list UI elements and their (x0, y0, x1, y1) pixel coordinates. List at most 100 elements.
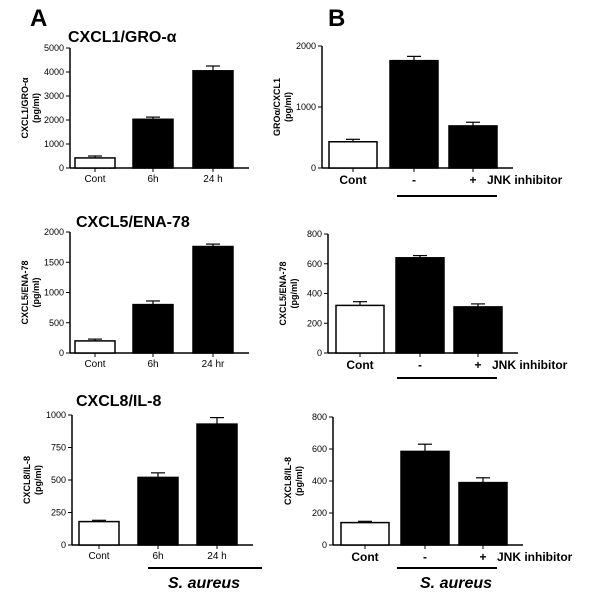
y-axis-label-line: CXCL5/ENA-78 (278, 261, 288, 325)
x-category-label: 24 h (203, 174, 222, 185)
chart-cxcl1-time-course: 0 1000 2000 3000 4000 5000 Cont 6h 24 h CXCL1/GRO… (20, 29, 249, 185)
x-category-label: Cont (346, 358, 373, 372)
y-axis-label: CXCL1/GRO-α(pg/ml) (20, 77, 41, 139)
y-tick-label: 500 (49, 318, 64, 328)
y-axis-label-line: (pg/ml) (294, 466, 304, 496)
bar (395, 257, 445, 354)
y-axis-label-line: (pg/ml) (33, 465, 43, 495)
y-tick-label: 500 (51, 475, 66, 485)
y-tick-label: 1500 (44, 257, 64, 267)
y-tick-label: 3000 (44, 91, 64, 101)
y-tick-label: 800 (307, 229, 322, 239)
y-tick-label: 1000 (44, 288, 64, 298)
y-axis-label-line: CXCL5/ENA-78 (20, 260, 30, 324)
y-axis-label: CXCL8/IL-8(pg/ml) (283, 457, 304, 505)
y-tick-label: 600 (312, 444, 327, 454)
chart-title: CXCL5/ENA-78 (76, 214, 190, 231)
bar (78, 520, 120, 546)
x-category-label: Cont (339, 173, 366, 187)
y-tick-label: 0 (322, 540, 327, 550)
chart-cxcl8-jnk: 0 200 400 600 800 Cont - + JNK inhibitor CXCL8/IL… (283, 412, 573, 564)
y-axis-label: CXCL5/ENA-78(pg/ml) (20, 260, 41, 324)
y-axis-label-line: (pg/ml) (31, 93, 41, 123)
y-tick-label: 2000 (296, 41, 316, 51)
chart-title: CXCL1/GRO-α (68, 29, 177, 46)
y-tick-label: 200 (307, 318, 322, 328)
x-category-label: 6h (152, 551, 163, 562)
jnk-inhibitor-label: JNK inhibitor (487, 173, 563, 187)
x-category-label: Cont (84, 174, 105, 185)
bar (389, 59, 439, 169)
bar (132, 303, 174, 354)
y-axis-label-line: CXCL1/GRO-α (20, 77, 30, 139)
x-category-label: - (423, 550, 427, 564)
x-category-label: 6h (147, 174, 158, 185)
bar (400, 450, 450, 546)
y-tick-label: 250 (51, 508, 66, 518)
bar (196, 423, 238, 546)
footer-label-b: S. aureus (420, 575, 492, 592)
y-tick-label: 0 (311, 163, 316, 173)
y-tick-label: 2000 (44, 227, 64, 237)
footer-label-a: S. aureus (168, 575, 240, 592)
bar (74, 340, 116, 354)
y-tick-label: 1000 (296, 102, 316, 112)
x-category-label: - (418, 358, 422, 372)
bar (448, 125, 498, 169)
y-axis-label-line: (pg/ml) (31, 278, 41, 308)
x-category-label: + (469, 173, 476, 187)
bar (335, 304, 385, 354)
y-tick-label: 4000 (44, 67, 64, 77)
panel-letter-a: A (30, 5, 47, 32)
bar (458, 481, 508, 546)
y-tick-label: 0 (59, 163, 64, 173)
bar (192, 245, 234, 354)
y-tick-label: 5000 (44, 43, 64, 53)
bar (453, 306, 503, 354)
y-tick-label: 1000 (46, 410, 66, 420)
y-axis-label-line: CXCL8/IL-8 (283, 457, 293, 505)
y-tick-label: 600 (307, 259, 322, 269)
y-tick-label: 400 (312, 476, 327, 486)
x-category-label: Cont (84, 359, 105, 370)
panel-letter-b: B (328, 5, 345, 32)
y-tick-label: 1000 (44, 139, 64, 149)
jnk-inhibitor-label: JNK inhibitor (497, 550, 573, 564)
x-category-label: Cont (88, 551, 109, 562)
y-axis-label-line: CXCL8/IL-8 (22, 456, 32, 504)
y-tick-label: 0 (59, 348, 64, 358)
y-axis-label: CXCL8/IL-8(pg/ml) (22, 456, 43, 504)
jnk-inhibitor-label: JNK inhibitor (492, 358, 568, 372)
y-tick-label: 400 (307, 289, 322, 299)
y-axis-label: GROα/CXCL1(pg/ml) (272, 78, 293, 136)
bar (192, 70, 234, 169)
chart-title: CXCL8/IL-8 (76, 393, 161, 410)
x-category-label: 24 h (207, 551, 226, 562)
x-category-label: + (479, 550, 486, 564)
bar (132, 118, 174, 169)
x-category-label: 24 hr (202, 359, 225, 370)
x-category-label: - (412, 173, 416, 187)
chart-cxcl1-jnk: 0 1000 2000 Cont - + JNK inhibitor GROα/CXCL1(p… (272, 41, 563, 187)
y-tick-label: 0 (317, 348, 322, 358)
x-category-label: Cont (351, 550, 378, 564)
y-axis-label-line: (pg/ml) (283, 92, 293, 122)
y-tick-label: 0 (61, 540, 66, 550)
x-category-label: 6h (147, 359, 158, 370)
bar (74, 157, 116, 169)
y-axis-label-line: GROα/CXCL1 (272, 78, 282, 136)
y-tick-label: 750 (51, 443, 66, 453)
bar (340, 521, 390, 546)
bar (328, 141, 378, 169)
y-tick-label: 2000 (44, 115, 64, 125)
bar (137, 476, 179, 546)
y-axis-label: CXCL5/ENA-78(pg/ml) (278, 261, 299, 325)
y-axis-label-line: (pg/ml) (289, 279, 299, 309)
y-tick-label: 200 (312, 508, 327, 518)
y-tick-label: 800 (312, 412, 327, 422)
chart-cxcl5-jnk: 0 200 400 600 800 Cont - + JNK inhibitor CXCL5/EN… (278, 229, 568, 372)
x-category-label: + (474, 358, 481, 372)
